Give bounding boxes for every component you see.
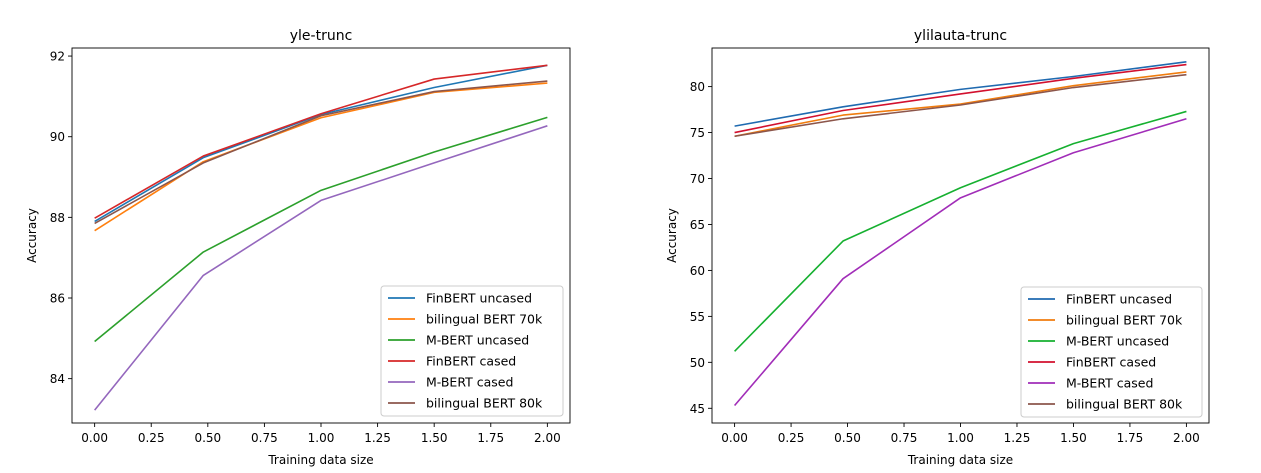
- legend-entry-6: bilingual BERT 80k: [1066, 397, 1183, 412]
- legend: FinBERT uncased bilingual BERT 70k M-BERT …: [1020, 286, 1203, 418]
- legend-box: [380, 285, 564, 417]
- y-tick-label: 60: [690, 264, 705, 278]
- x-tick-label: 2.00: [534, 431, 561, 445]
- y-axis-label: Accuracy: [25, 208, 39, 263]
- legend-box: [1020, 286, 1203, 418]
- series-line-5: [94, 125, 548, 411]
- legend-entry-4: FinBERT cased: [426, 354, 516, 369]
- legend-entry-5: M-BERT cased: [1066, 376, 1153, 391]
- chart-title: ylilauta-trunc: [914, 28, 1007, 44]
- y-tick-label: 70: [690, 172, 705, 186]
- x-tick-label: 0.00: [721, 431, 748, 445]
- x-tick-label: 0.50: [194, 431, 221, 445]
- chart-2: ylilauta-trunc 0.00 0.25 0.50 0.75 1.00 1.25 1.…: [665, 28, 1210, 467]
- y-axis-label: Accuracy: [665, 208, 679, 263]
- y-tick-label: 75: [690, 126, 705, 140]
- series-line-3: [734, 110, 1187, 352]
- y-tick-label: 80: [690, 80, 705, 94]
- x-axis-label: Training data size: [907, 453, 1013, 467]
- series-line-6: [734, 73, 1187, 138]
- x-tick-label: 1.75: [1117, 431, 1144, 445]
- x-tick-label: 2.00: [1173, 431, 1200, 445]
- y-tick-label: 92: [50, 50, 65, 64]
- y-tick-label: 65: [690, 218, 705, 232]
- legend-entry-2: bilingual BERT 70k: [426, 312, 543, 327]
- series-line-6: [94, 80, 548, 225]
- legend-entry-1: FinBERT uncased: [1066, 292, 1172, 307]
- x-tick-label: 0.25: [138, 431, 165, 445]
- legend: FinBERT uncased bilingual BERT 70k M-BERT …: [380, 285, 564, 417]
- series-line-1: [734, 60, 1187, 127]
- y-tick-label: 88: [50, 211, 65, 225]
- y-tick-label: 55: [690, 310, 705, 324]
- x-tick-label: 0.75: [251, 431, 278, 445]
- legend-entry-3: M-BERT uncased: [426, 333, 529, 348]
- legend-entry-6: bilingual BERT 80k: [426, 396, 543, 411]
- legend-entry-4: FinBERT cased: [1066, 355, 1156, 370]
- legend-entry-3: M-BERT uncased: [1066, 334, 1169, 349]
- x-tick-label: 1.00: [308, 431, 335, 445]
- y-tick-label: 50: [690, 356, 705, 370]
- x-tick-label: 1.50: [421, 431, 448, 445]
- legend-entry-1: FinBERT uncased: [426, 291, 532, 306]
- x-axis-label: Training data size: [267, 453, 373, 467]
- x-tick-label: 1.50: [1060, 431, 1087, 445]
- x-tick-label: 1.25: [1004, 431, 1031, 445]
- legend-entry-5: M-BERT cased: [426, 375, 513, 390]
- x-tick-label: 1.75: [477, 431, 504, 445]
- series-line-4: [734, 63, 1187, 134]
- x-tick-label: 1.00: [947, 431, 974, 445]
- y-tick-label: 90: [50, 130, 65, 144]
- chart-1: yle-trunc 0.00 0.25 0.50 0.75 1.00 1.25 1.50 1.7…: [25, 28, 571, 467]
- series-line-2: [734, 71, 1187, 138]
- x-tick-label: 0.75: [891, 431, 918, 445]
- x-tick-label: 0.00: [81, 431, 108, 445]
- series-line-5: [733, 118, 1187, 407]
- x-tick-label: 0.50: [834, 431, 861, 445]
- series-line-4: [94, 64, 548, 219]
- y-tick-label: 45: [690, 402, 705, 416]
- y-tick-label: 84: [50, 372, 65, 386]
- x-tick-label: 1.25: [364, 431, 391, 445]
- chart-title: yle-trunc: [290, 28, 353, 44]
- legend-entry-2: bilingual BERT 70k: [1066, 313, 1183, 328]
- series-line-3: [94, 116, 548, 343]
- series-line-2: [94, 82, 548, 232]
- x-tick-label: 0.25: [778, 431, 805, 445]
- y-tick-label: 86: [50, 292, 65, 306]
